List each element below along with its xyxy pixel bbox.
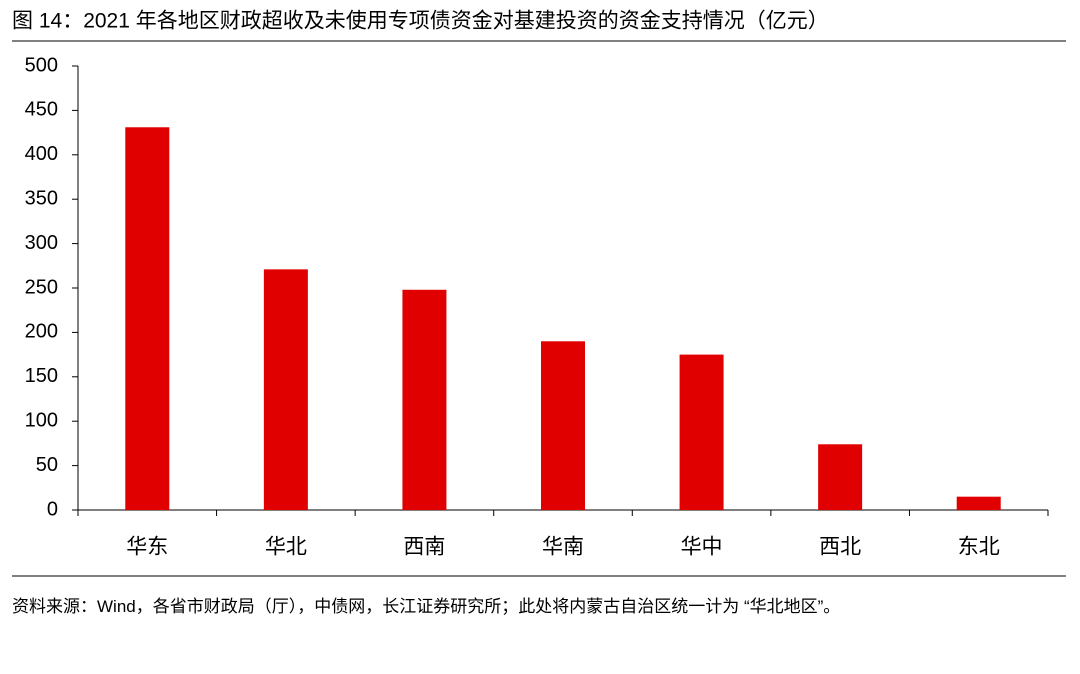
x-tick-label: 华中 [681,536,723,559]
y-tick-label: 0 [47,498,58,520]
y-tick-label: 50 [36,454,58,476]
bar [956,496,1001,510]
y-tick-label: 150 [25,365,58,387]
y-tick-label: 250 [25,276,58,298]
source-note: 资料来源：Wind，各省市财政局（厅），中债网，长江证券研究所；此处将内蒙古自治… [12,597,841,616]
x-tick-label: 华东 [126,536,168,559]
bar [125,127,170,510]
y-tick-label: 450 [25,99,58,121]
chart: 图 14：2021 年各地区财政超收及未使用专项债资金对基建投资的资金支持情况（… [12,10,1066,577]
bar [402,289,447,510]
y-tick-label: 400 [25,143,58,165]
bar [679,354,724,510]
x-tick-label: 东北 [958,536,1000,559]
y-tick-label: 300 [25,232,58,254]
bar [541,341,585,510]
y-tick-label: 500 [25,54,58,76]
y-tick-label: 350 [25,187,58,209]
x-tick-label: 华北 [265,536,307,559]
y-tick-label: 100 [25,409,58,431]
x-tick-label: 西南 [403,536,445,559]
bar [818,444,863,510]
y-tick-label: 200 [25,321,58,343]
x-tick-label: 西北 [819,536,861,559]
bar [263,269,308,510]
chart-title: 图 14：2021 年各地区财政超收及未使用专项债资金对基建投资的资金支持情况（… [12,10,829,33]
x-tick-label: 华南 [542,536,584,559]
